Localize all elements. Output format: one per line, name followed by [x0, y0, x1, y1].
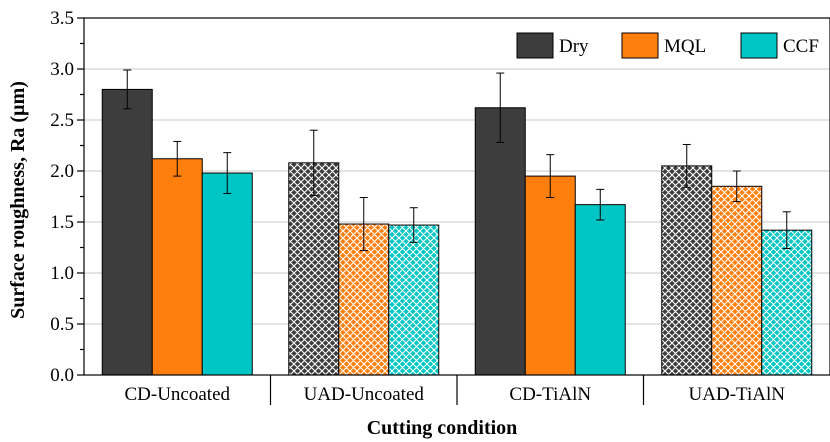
y-tick-label-4: 2.0: [50, 161, 74, 182]
error-bar-uad-uncoated-ccf: [409, 207, 418, 243]
y-tick-label-1: 0.5: [50, 314, 74, 335]
error-bar-uad-tialn-ccf: [782, 211, 791, 250]
bar-cd-tialn-dry: [474, 107, 526, 376]
bar-cd-tialn-ccf: [574, 204, 626, 376]
error-bar-cd-tialn-ccf: [596, 188, 605, 221]
bar-uad-tialn-dry: [661, 165, 713, 376]
x-axis-title: Cutting condition: [367, 417, 518, 439]
legend-label-mql: MQL: [664, 36, 706, 57]
bar-uad-uncoated-ccf: [388, 224, 440, 376]
x-tick-label-3: UAD-TiAlN: [689, 384, 786, 405]
error-bar-cd-tialn-mql: [546, 154, 555, 199]
legend-entry-dry: Dry: [516, 32, 589, 59]
error-bar-cd-uncoated-mql: [173, 140, 182, 177]
y-tick-label-0: 0.0: [50, 365, 74, 386]
legend-swatch-ccf: [740, 32, 778, 59]
y-tick-label-3: 1.5: [50, 212, 74, 233]
legend-label-ccf: CCF: [783, 36, 819, 57]
legend-swatch-mql: [621, 32, 659, 59]
bar-cd-uncoated-mql: [151, 158, 203, 376]
y-tick-label-7: 3.5: [50, 8, 74, 29]
y-tick-label-6: 3.0: [50, 59, 74, 80]
bar-uad-tialn-mql: [711, 185, 763, 376]
bar-cd-uncoated-dry: [101, 88, 153, 376]
x-tick-label-0: CD-Uncoated: [124, 384, 230, 405]
error-bar-uad-uncoated-mql: [359, 197, 368, 252]
legend: Dry MQL CCF: [516, 32, 819, 59]
legend-entry-mql: MQL: [621, 32, 706, 59]
y-axis-title: Surface roughness, Ra (µm): [7, 81, 29, 319]
x-tick-label-2: CD-TiAlN: [509, 384, 591, 405]
error-bars-layer: [123, 69, 791, 252]
bar-cd-uncoated-ccf: [201, 172, 253, 376]
bar-uad-tialn-ccf: [761, 229, 813, 376]
error-bar-cd-uncoated-dry: [123, 69, 132, 110]
bar-cd-tialn-mql: [524, 175, 576, 376]
y-axis: 0.0 0.5 1.0 1.5 2.0 2.5 3.0 3.5: [50, 8, 84, 386]
legend-swatch-dry: [516, 32, 554, 59]
error-bar-uad-uncoated-dry: [309, 129, 318, 196]
legend-label-dry: Dry: [559, 36, 589, 57]
y-tick-label-5: 2.5: [50, 110, 74, 131]
error-bar-cd-uncoated-ccf: [223, 152, 232, 194]
error-bar-uad-tialn-mql: [732, 170, 741, 203]
x-axis: CD-Uncoated UAD-Uncoated CD-TiAlN UAD-TiAlN: [124, 375, 785, 405]
legend-entry-ccf: CCF: [740, 32, 819, 59]
y-tick-label-2: 1.0: [50, 263, 74, 284]
bars-layer: [101, 88, 813, 376]
x-tick-label-1: UAD-Uncoated: [304, 384, 425, 405]
error-bar-cd-tialn-dry: [496, 72, 505, 143]
error-bar-uad-tialn-dry: [682, 143, 691, 188]
